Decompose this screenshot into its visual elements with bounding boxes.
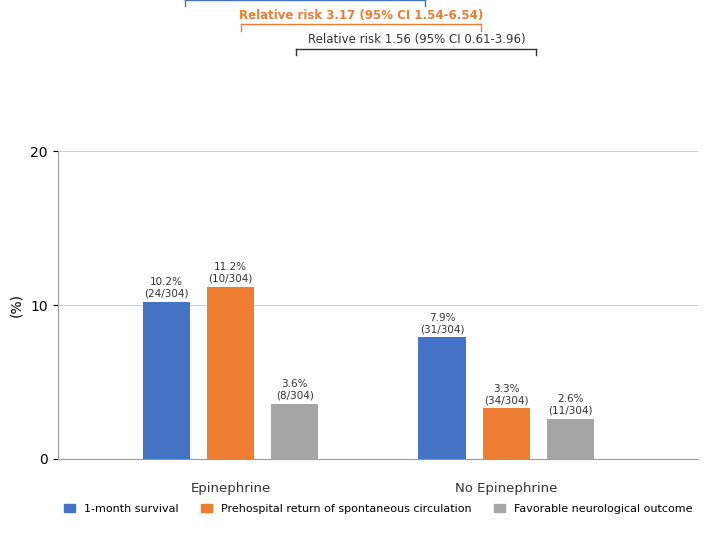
Bar	[271, 403, 318, 459]
Text: 10.2%
(24/304): 10.2% (24/304)	[144, 278, 189, 299]
Bar	[207, 287, 254, 459]
Text: 3.3%
(34/304): 3.3% (34/304)	[484, 383, 528, 405]
Text: Relative risk 3.17 (95% CI 1.54-6.54): Relative risk 3.17 (95% CI 1.54-6.54)	[238, 9, 482, 22]
Text: 11.2%
(10/304): 11.2% (10/304)	[208, 262, 253, 284]
Bar	[546, 419, 594, 459]
Text: 3.6%
(8/304): 3.6% (8/304)	[276, 379, 314, 401]
Bar	[418, 338, 466, 459]
Text: 7.9%
(31/304): 7.9% (31/304)	[420, 313, 464, 334]
Y-axis label: (%): (%)	[9, 293, 23, 317]
Text: Relative risk 1.56 (95% CI 0.61-3.96): Relative risk 1.56 (95% CI 0.61-3.96)	[307, 33, 526, 46]
Text: Epinephrine: Epinephrine	[191, 482, 271, 495]
Legend: 1-month survival, Prehospital return of spontaneous circulation, Favorable neuro: 1-month survival, Prehospital return of …	[60, 499, 696, 518]
Text: No Epinephrine: No Epinephrine	[455, 482, 557, 495]
Text: 2.6%
(11/304): 2.6% (11/304)	[548, 394, 593, 416]
Bar	[482, 408, 530, 459]
Bar	[143, 302, 190, 459]
